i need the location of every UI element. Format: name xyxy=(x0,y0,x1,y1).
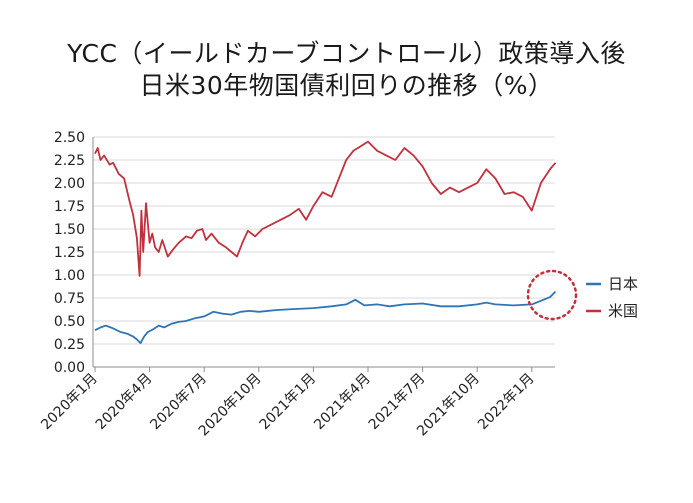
series-lines xyxy=(94,140,557,344)
series-line-japan xyxy=(94,290,557,344)
y-axis-ticks: 0.00 0.25 0.50 0.75 1.00 1.25 1.50 1.75 2.00 2.25… xyxy=(54,130,85,376)
y-tick-label: 2.00 xyxy=(54,176,85,192)
axes xyxy=(92,137,555,368)
y-tick-label: 1.25 xyxy=(54,245,85,261)
y-tick-label: 0.00 xyxy=(54,360,85,376)
y-tick-label: 1.00 xyxy=(54,268,85,284)
highlight-circle-annotation xyxy=(526,269,578,321)
legend-label-japan: 日本 xyxy=(608,275,638,293)
series-line-us xyxy=(94,140,557,277)
x-tick-label: 2022年1月 xyxy=(475,371,538,434)
x-tick-label: 2021年1月 xyxy=(257,371,320,434)
x-tick-label: 2020年1月 xyxy=(38,371,101,434)
y-tick-label: 1.50 xyxy=(54,222,85,238)
y-tick-label: 0.50 xyxy=(54,314,85,330)
x-tick-label: 2021年4月 xyxy=(311,371,374,434)
y-tick-label: 2.50 xyxy=(54,130,85,146)
y-tick-label: 0.75 xyxy=(54,291,85,307)
y-tick-label: 0.25 xyxy=(54,337,85,353)
legend: 日本 米国 xyxy=(586,275,638,320)
y-tick-label: 2.25 xyxy=(54,153,85,169)
chart-title-line-1: YCC（イールドカーブコントロール）政策導入後 xyxy=(67,39,626,68)
chart-title-line-2: 日米30年物国債利回りの推移（%） xyxy=(139,71,554,100)
legend-label-us: 米国 xyxy=(608,302,638,320)
x-tick-label: 2020年4月 xyxy=(93,371,156,434)
y-tick-label: 1.75 xyxy=(54,199,85,215)
x-axis-ticks: 2020年1月2020年4月2020年7月2020年10月2021年1月2021… xyxy=(38,367,538,439)
